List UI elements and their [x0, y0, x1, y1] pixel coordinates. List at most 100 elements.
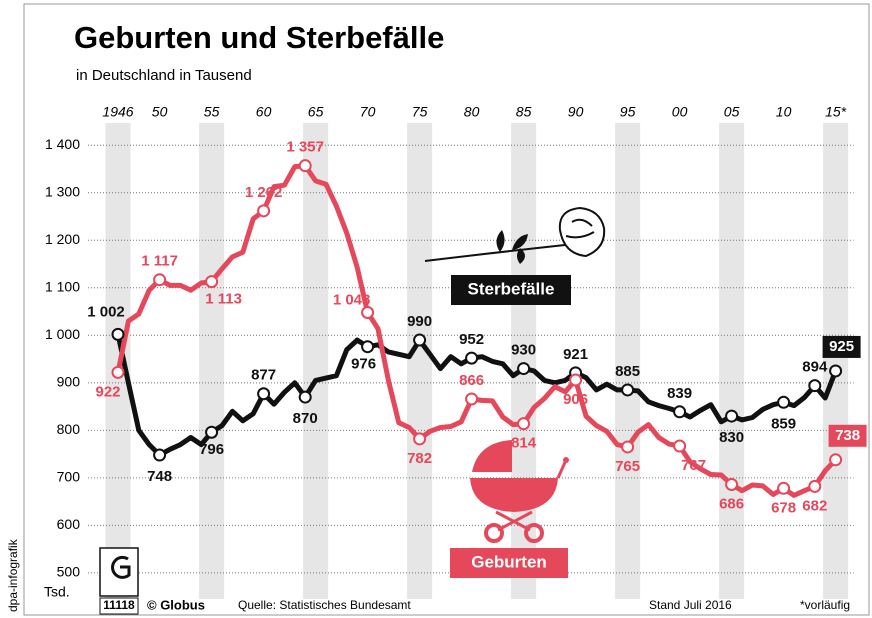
x-tick-label: 60	[256, 104, 272, 120]
data-label: 922	[95, 383, 120, 400]
point	[154, 450, 165, 461]
point	[206, 276, 217, 287]
data-label: 1 048	[333, 291, 371, 308]
data-label: 906	[563, 391, 588, 408]
data-label: 894	[802, 359, 828, 376]
data-label: 1 357	[286, 139, 324, 156]
point	[362, 341, 373, 352]
point	[300, 392, 311, 403]
graphic-number: 11118	[103, 598, 135, 612]
y-tick-label: 1 100	[45, 278, 80, 294]
stripe	[407, 123, 432, 599]
y-tick-label: 1 400	[45, 136, 80, 152]
point	[466, 393, 477, 404]
legend-label: Sterbefälle	[468, 279, 555, 298]
point	[414, 433, 425, 444]
y-tick-label: 600	[57, 516, 81, 532]
x-tick-label: 90	[568, 104, 584, 120]
point	[674, 406, 685, 417]
x-tick-label: 50	[152, 104, 168, 120]
point	[154, 274, 165, 285]
x-tick-label: 1946	[102, 104, 133, 120]
point	[622, 384, 633, 395]
stripe	[199, 123, 224, 599]
x-tick-label: 65	[308, 104, 324, 120]
y-tick-label: 1 000	[45, 326, 80, 342]
data-label: 866	[459, 372, 484, 389]
y-tick-label: 1 200	[45, 231, 80, 247]
x-tick-label: 75	[412, 104, 428, 120]
data-label: 1 262	[245, 184, 283, 201]
x-tick-label: 55	[204, 104, 220, 120]
data-label: 930	[511, 342, 536, 359]
data-label: 738	[835, 427, 860, 444]
data-label: 859	[771, 415, 796, 432]
y-unit: Tsd.	[44, 584, 70, 600]
data-label: 1 002	[87, 303, 125, 320]
chart-title: Geburten und Sterbefälle	[74, 20, 444, 55]
point	[113, 329, 124, 340]
data-label: 796	[199, 441, 224, 458]
data-label: 765	[615, 458, 640, 475]
data-label: 885	[615, 363, 640, 380]
x-tick-label: 70	[360, 104, 376, 120]
point	[362, 307, 373, 318]
x-tick-label: 95	[620, 104, 636, 120]
point	[622, 441, 633, 452]
point	[830, 365, 841, 376]
point	[113, 367, 124, 378]
chart-subtitle: in Deutschland in Tausend	[76, 67, 252, 84]
stripe	[719, 123, 744, 599]
point	[518, 418, 529, 429]
credit: dpa-infografik	[6, 538, 20, 612]
point	[726, 411, 737, 422]
data-label: 830	[719, 429, 744, 446]
point	[809, 380, 820, 391]
point	[206, 427, 217, 438]
x-tick-label: 10	[776, 104, 792, 120]
footnote: *vorläufig	[800, 598, 850, 612]
point	[570, 374, 581, 385]
data-label: 877	[251, 367, 276, 384]
date-note: Stand Juli 2016	[649, 598, 732, 612]
point	[809, 481, 820, 492]
x-tick-label: 05	[724, 104, 740, 120]
data-label: 870	[293, 410, 318, 427]
y-tick-label: 1 300	[45, 183, 80, 199]
x-tick-label: 00	[672, 104, 688, 120]
x-tick-label: 85	[516, 104, 532, 120]
data-label: 686	[719, 495, 744, 512]
x-tick-label: 80	[464, 104, 480, 120]
data-label: 1 117	[141, 253, 178, 270]
data-label: 921	[563, 346, 588, 363]
x-tick-label: 15*	[825, 104, 847, 120]
stripe	[615, 123, 640, 599]
data-label: 782	[407, 450, 432, 467]
point	[674, 441, 685, 452]
data-label: 990	[407, 313, 432, 330]
data-label: 814	[511, 435, 537, 452]
point	[726, 479, 737, 490]
point	[778, 397, 789, 408]
y-tick-label: 500	[57, 564, 81, 580]
data-label: 839	[667, 385, 692, 402]
point	[518, 363, 529, 374]
logo-box	[100, 548, 138, 596]
data-label: 952	[459, 331, 484, 348]
point	[258, 205, 269, 216]
chart: 1946 50 55 60 65 70 75 80 85 90 95 00 05 10 15* 500 600 7…	[0, 0, 872, 618]
point	[300, 160, 311, 171]
data-label: 682	[802, 497, 827, 514]
data-label: 925	[829, 338, 854, 355]
point	[258, 388, 269, 399]
y-tick-label: 700	[57, 469, 81, 485]
data-label: 976	[351, 356, 376, 373]
point	[778, 483, 789, 494]
source: Quelle: Statistisches Bundesamt	[238, 598, 411, 612]
point	[466, 353, 477, 364]
point	[414, 335, 425, 346]
data-label: 678	[771, 499, 796, 516]
y-tick-label: 900	[57, 374, 81, 390]
y-tick-label: 800	[57, 421, 81, 437]
data-label: 1 113	[205, 291, 242, 308]
